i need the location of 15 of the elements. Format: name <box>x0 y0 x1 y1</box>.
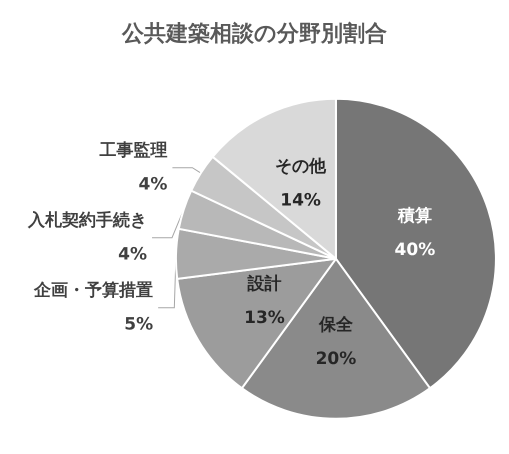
data-label: 14% <box>280 190 321 211</box>
slice-label: 工事監理 <box>98 140 168 161</box>
slice-label: 企画・予算措置 <box>33 280 154 301</box>
slice-label: 入札契約手続き <box>27 210 148 231</box>
slice-label: 保全 <box>318 314 354 335</box>
data-label: 4% <box>138 174 168 195</box>
slice-label: 積算 <box>396 206 432 226</box>
data-label: 40% <box>394 240 436 260</box>
slice-label: その他 <box>275 156 328 177</box>
data-label: 13% <box>244 308 285 328</box>
chart-title: 公共建築相談の分野別割合 <box>121 22 387 46</box>
data-label: 5% <box>124 314 154 335</box>
data-label: 4% <box>118 244 148 265</box>
data-label: 20% <box>316 348 356 369</box>
slice-label: 設計 <box>246 274 282 294</box>
